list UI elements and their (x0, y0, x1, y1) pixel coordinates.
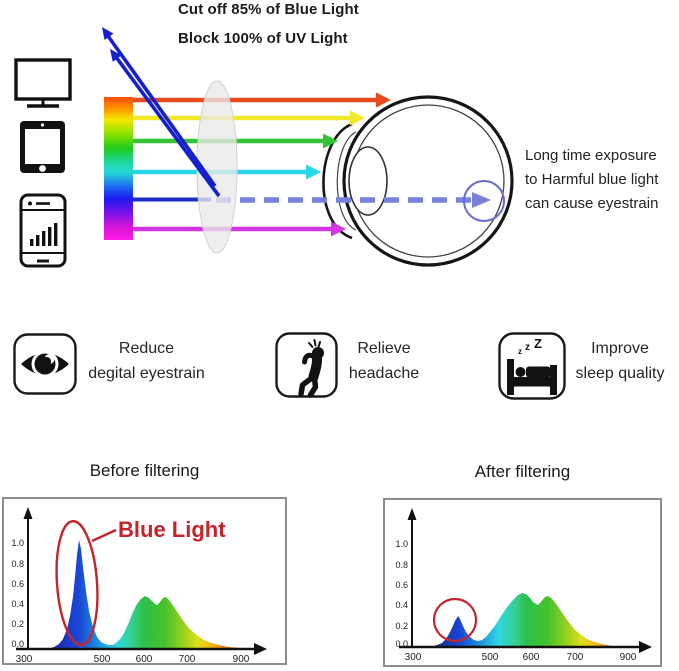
before-spectrum-curve (48, 540, 259, 649)
headache-icon (275, 332, 338, 398)
before-y-axis-arrowhead (23, 507, 33, 519)
svg-text:700: 700 (567, 652, 584, 663)
spectrum-eye-diagram (14, 27, 514, 268)
before-chart-title: Before filtering (89, 461, 200, 480)
after-filtering-chart: 1.0 0.8 0.6 0.4 0.2 0.0 300 500 600 700 … (383, 498, 662, 667)
svg-text:0.0: 0.0 (11, 639, 24, 649)
svg-text:900: 900 (620, 652, 637, 663)
after-spectrum-curve (431, 593, 643, 647)
reflected-blue-beams (102, 27, 221, 198)
svg-text:0.4: 0.4 (11, 599, 24, 609)
after-x-ticks: 300 500 600 700 900 (405, 652, 637, 663)
benefit-label-eyestrain: Reduce degital eyestrain (88, 340, 205, 382)
svg-text:500: 500 (482, 652, 499, 663)
red-ray-arrowhead (376, 92, 391, 108)
blue-light-ellipse-annotation (55, 519, 99, 647)
svg-text:900: 900 (233, 654, 250, 663)
smartphone-icon (19, 193, 67, 268)
svg-text:600: 600 (136, 654, 153, 663)
after-y-axis-arrowhead (407, 508, 417, 520)
svg-text:0.0: 0.0 (395, 639, 408, 649)
eye-icon (13, 333, 77, 395)
before-axes (16, 516, 256, 651)
svg-text:z: z (525, 342, 530, 353)
signal-bars-icon (30, 223, 58, 246)
svg-text:0.6: 0.6 (395, 580, 408, 590)
yellow-ray-arrowhead (350, 110, 365, 126)
svg-text:500: 500 (94, 654, 111, 663)
svg-text:600: 600 (523, 652, 540, 663)
eye-lens (348, 146, 388, 216)
annotation-connector-line (91, 528, 117, 543)
svg-text:0.4: 0.4 (395, 600, 408, 610)
headline-block-uv: Block 100% of UV Light (178, 30, 348, 47)
svg-text:z: z (518, 347, 522, 356)
after-x-axis-arrowhead (639, 641, 652, 653)
monitor-icon (14, 58, 72, 108)
before-x-ticks: 300 500 600 700 900 (16, 654, 250, 665)
after-y-ticks: 1.0 0.8 0.6 0.4 0.2 0.0 (395, 539, 408, 649)
green-ray-arrowhead (323, 133, 338, 149)
svg-text:300: 300 (16, 654, 33, 663)
svg-text:0.6: 0.6 (11, 579, 24, 589)
before-y-ticks: 1.0 0.8 0.6 0.4 0.2 0.0 (11, 538, 24, 649)
after-axes (399, 517, 641, 649)
sleep-icon: z z Z (498, 332, 566, 400)
retina-highlight-circle (463, 180, 505, 222)
svg-text:1.0: 1.0 (395, 539, 408, 549)
tablet-icon (20, 121, 65, 173)
svg-text:Z: Z (534, 336, 542, 351)
after-chart-title: After filtering (474, 462, 571, 481)
reduced-blue-circle-annotation (432, 597, 478, 643)
spectrum-bar (104, 97, 133, 240)
svg-text:0.8: 0.8 (11, 559, 24, 569)
bed-glyph (507, 359, 557, 395)
headline-cutoff: Cut off 85% of Blue Light (178, 1, 359, 18)
svg-text:1.0: 1.0 (11, 538, 24, 548)
benefit-label-sleep: Improve sleep quality (575, 340, 665, 382)
dashed-ray-arrowhead (472, 192, 491, 208)
eye-warning-note: Long time exposure to Harmful blue light… (525, 147, 659, 212)
svg-text:0.8: 0.8 (395, 560, 408, 570)
cyan-ray-arrowhead (306, 164, 321, 180)
benefit-label-headache: Relieve headache (348, 340, 420, 382)
magenta-ray-arrowhead (331, 221, 346, 237)
eyeball-outline (342, 95, 514, 267)
svg-text:300: 300 (405, 652, 422, 663)
svg-text:0.2: 0.2 (11, 619, 24, 629)
before-filtering-chart: 1.0 0.8 0.6 0.4 0.2 0.0 300 500 600 700 … (2, 497, 287, 665)
before-x-axis-arrowhead (254, 643, 267, 655)
svg-text:700: 700 (179, 654, 196, 663)
blue-light-label: Blue Light (118, 517, 226, 542)
svg-text:0.2: 0.2 (395, 621, 408, 631)
